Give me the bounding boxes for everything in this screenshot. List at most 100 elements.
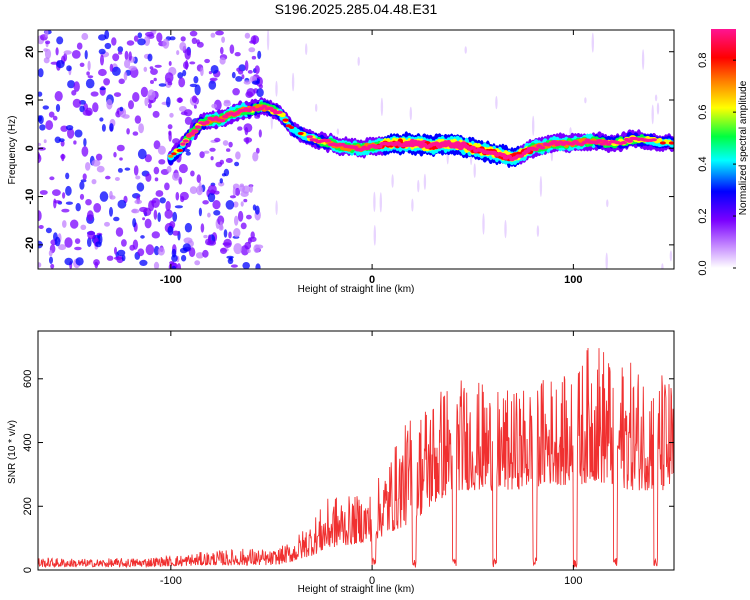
- noise-speckle: [194, 84, 201, 96]
- noise-speckle: [254, 65, 260, 74]
- noise-speckle: [75, 257, 84, 266]
- noise-streak: [423, 173, 427, 190]
- noise-speckle: [226, 148, 231, 152]
- colorbar-tick-label: 0.2: [697, 208, 709, 223]
- noise-speckle: [240, 222, 247, 230]
- noise-speckle: [246, 214, 252, 220]
- noise-speckle: [92, 102, 99, 113]
- noise-speckle: [72, 98, 82, 108]
- noise-speckle: [185, 151, 191, 156]
- noise-speckle: [255, 147, 260, 154]
- noise-streak: [482, 213, 485, 235]
- noise-speckle: [128, 65, 137, 71]
- noise-speckle: [251, 80, 260, 85]
- noise-streak: [373, 225, 376, 246]
- noise-speckle: [171, 254, 178, 262]
- noise-speckle: [132, 218, 137, 228]
- noise-speckle: [195, 252, 204, 259]
- snr-frame: [37, 330, 675, 571]
- noise-streak: [357, 56, 360, 66]
- noise-speckle: [219, 57, 226, 65]
- noise-speckle: [145, 173, 152, 182]
- ridge-blob: [168, 154, 174, 158]
- ridge-blob: [171, 152, 177, 156]
- noise-streak: [539, 176, 543, 197]
- noise-speckle: [91, 159, 101, 167]
- noise-speckle: [116, 144, 125, 152]
- colorbar-label: Normalized spectral amplitude: [738, 80, 749, 215]
- noise-streak: [669, 250, 673, 262]
- noise-speckle: [142, 217, 146, 221]
- noise-speckle: [188, 247, 196, 258]
- ridge-blob: [176, 148, 184, 153]
- noise-speckle: [98, 34, 107, 41]
- noise-speckle: [117, 249, 126, 257]
- colorbar-ticks: 0.0 0.2 0.4 0.6 0.8: [697, 53, 736, 276]
- noise-speckle: [38, 262, 42, 268]
- noise-speckle: [100, 54, 104, 66]
- noise-speckle: [147, 89, 156, 101]
- noise-speckle: [258, 129, 262, 138]
- noise-speckle: [131, 208, 137, 213]
- noise-speckle: [38, 153, 42, 164]
- noise-speckle: [159, 197, 166, 204]
- noise-speckle: [64, 257, 73, 266]
- noise-speckle: [126, 128, 130, 135]
- noise-speckle: [208, 71, 212, 75]
- ridge-blob: [659, 141, 666, 145]
- colorbar-tick-label: 0.8: [697, 53, 709, 68]
- y-tick-label: 400: [22, 433, 34, 451]
- noise-speckle: [140, 235, 145, 239]
- noise-speckle: [207, 212, 211, 218]
- noise-speckle: [256, 88, 264, 98]
- noise-speckle: [85, 78, 95, 89]
- noise-speckle: [61, 208, 70, 213]
- ridge-blob: [246, 108, 253, 113]
- noise-speckle: [103, 78, 110, 86]
- noise-speckle: [95, 241, 102, 248]
- noise-speckle: [169, 112, 174, 118]
- noise-speckle: [74, 129, 83, 138]
- noise-speckle: [153, 209, 158, 220]
- noise-speckle: [237, 210, 244, 222]
- noise-speckle: [85, 162, 91, 171]
- noise-streak: [504, 220, 507, 239]
- noise-speckle: [203, 150, 210, 154]
- noise-speckle: [182, 243, 191, 252]
- noise-speckle: [58, 138, 65, 143]
- noise-speckle: [243, 198, 248, 203]
- noise-speckle: [65, 125, 74, 131]
- noise-speckle: [50, 263, 55, 269]
- noise-speckle: [43, 48, 48, 52]
- noise-speckle: [137, 248, 145, 257]
- noise-streak: [495, 96, 498, 110]
- noise-speckle: [112, 53, 120, 62]
- noise-speckle: [105, 175, 111, 180]
- ridge-blob: [626, 139, 634, 143]
- noise-speckle: [39, 190, 48, 195]
- noise-speckle: [164, 72, 174, 83]
- noise-speckle: [73, 81, 80, 92]
- noise-speckle: [214, 137, 221, 143]
- noise-speckle: [165, 200, 171, 212]
- ridge-blob: [222, 114, 229, 119]
- noise-speckle: [134, 115, 142, 124]
- noise-speckle: [167, 124, 173, 130]
- noise-speckle: [178, 163, 188, 174]
- noise-speckle: [140, 86, 148, 98]
- noise-speckle: [121, 254, 126, 262]
- noise-speckle: [136, 182, 145, 192]
- noise-speckle: [153, 140, 161, 150]
- noise-speckle: [233, 243, 243, 255]
- noise-streak: [464, 46, 467, 54]
- noise-streak: [417, 179, 420, 193]
- ridge-blob: [182, 139, 189, 143]
- ridge-blob: [469, 145, 477, 150]
- noise-speckle: [178, 77, 186, 88]
- noise-speckle: [143, 35, 151, 47]
- noise-speckle: [223, 229, 228, 238]
- noise-streak: [532, 115, 535, 136]
- noise-speckle: [158, 159, 166, 165]
- noise-speckle: [91, 179, 97, 185]
